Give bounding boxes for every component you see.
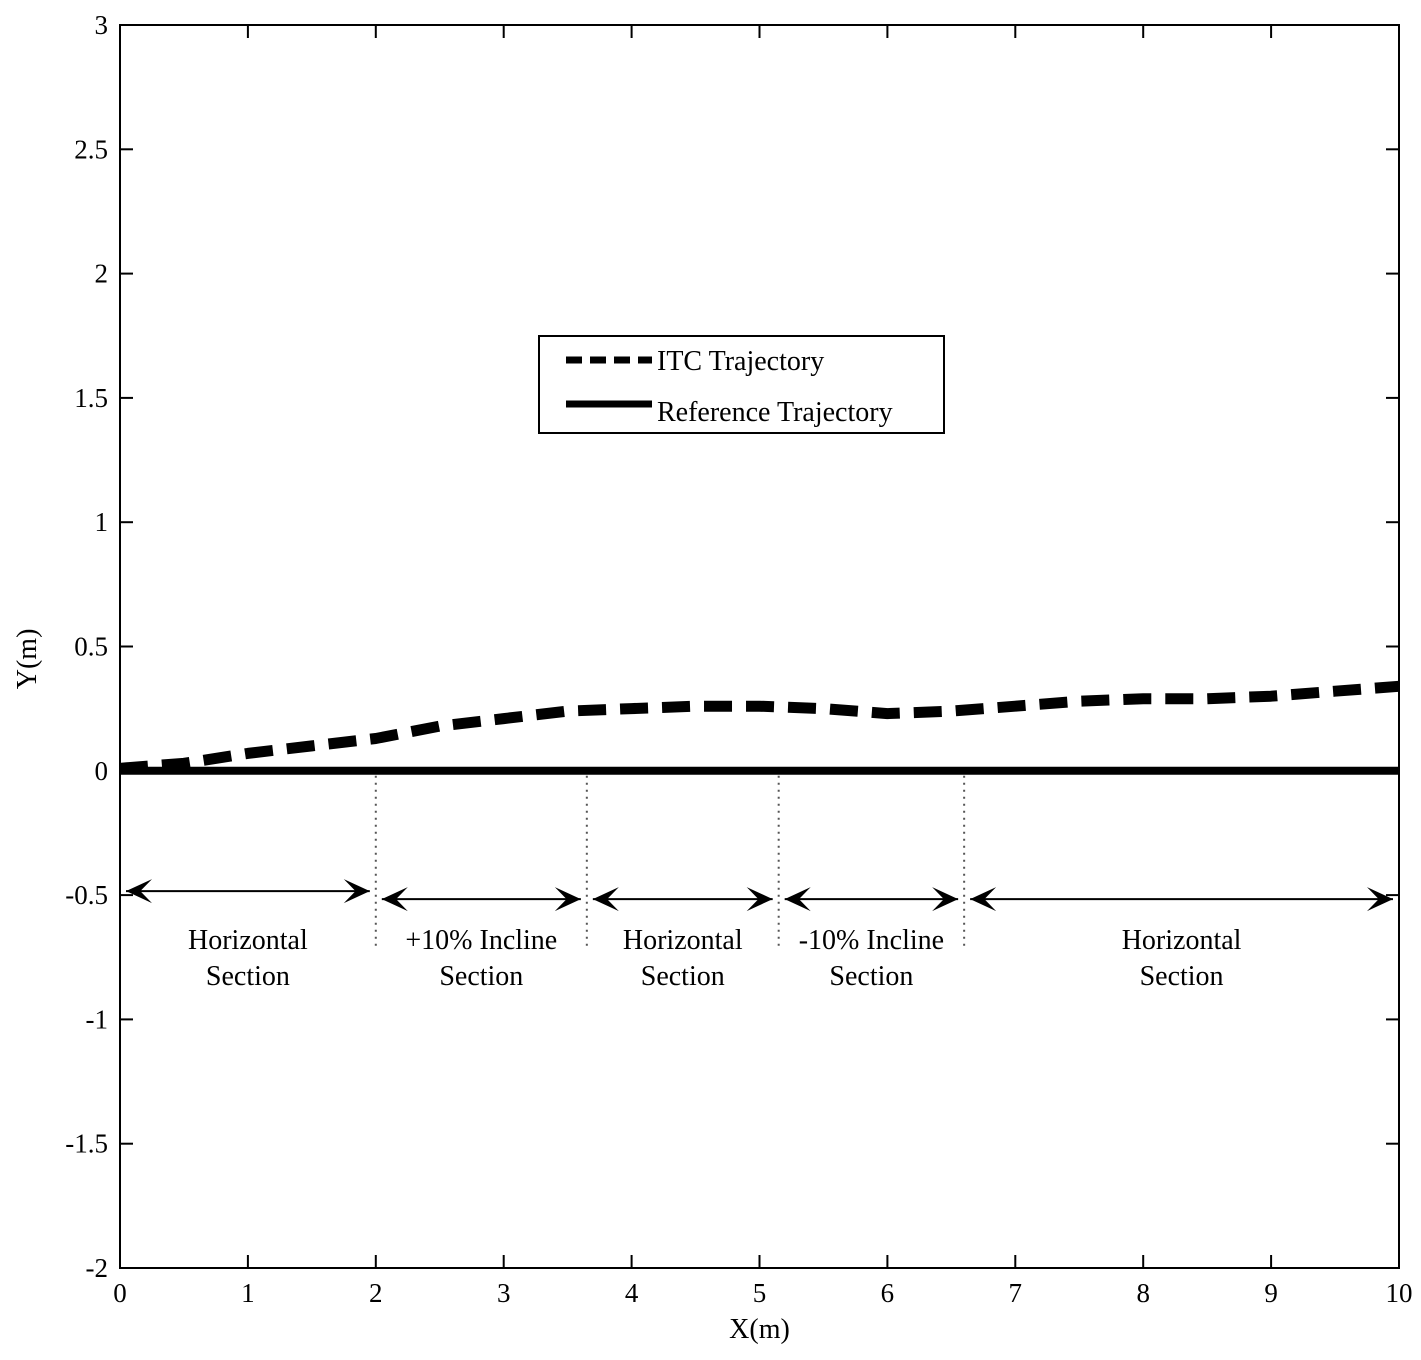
y-tick-label: -1.5 — [65, 1129, 108, 1159]
section-arrow-heads — [592, 887, 773, 912]
x-tick-label: 5 — [753, 1278, 767, 1308]
y-tick-label: 0.5 — [74, 632, 108, 662]
section-arrow-heads — [126, 879, 370, 904]
section-arrow-heads — [970, 887, 1393, 912]
x-tick-label: 9 — [1264, 1278, 1278, 1308]
arrow-head-left — [126, 879, 152, 904]
x-tick-label: 7 — [1009, 1278, 1023, 1308]
section-label-line2: Section — [206, 961, 290, 992]
x-tick-label: 1 — [241, 1278, 255, 1308]
arrow-head-left — [970, 887, 997, 912]
legend: ITC Trajectory Reference Trajectory — [538, 335, 945, 434]
y-tick-label: -0.5 — [65, 880, 108, 910]
section-label-line1: Horizontal — [1122, 925, 1242, 956]
x-axis-title: X(m) — [729, 1314, 790, 1345]
legend-label-reference: Reference Trajectory — [657, 397, 893, 428]
section-label-line1: Horizontal — [188, 925, 308, 956]
section-label-line2: Section — [1140, 961, 1224, 992]
y-axis-title: Y(m) — [12, 629, 43, 690]
y-tick-label: 2 — [95, 259, 109, 289]
section-label-line1: Horizontal — [623, 925, 743, 956]
x-tick-label: 4 — [625, 1278, 639, 1308]
series-line-itc — [119, 680, 1400, 774]
section-arrow-heads — [381, 887, 581, 912]
legend-box — [538, 335, 945, 434]
axis-ticks — [119, 24, 1400, 1269]
x-tick-label: 10 — [1386, 1278, 1413, 1308]
y-tick-label: 1 — [95, 507, 109, 537]
arrow-head-left — [592, 887, 619, 912]
section-label-line2: Section — [439, 961, 523, 992]
series-lines — [119, 680, 1400, 775]
x-tick-label: 3 — [497, 1278, 511, 1308]
arrow-head-left — [784, 887, 811, 912]
y-tick-label: 3 — [95, 10, 109, 40]
arrow-head-right — [343, 879, 370, 904]
section-arrow-heads — [784, 887, 959, 912]
x-tick-label: 2 — [369, 1278, 383, 1308]
arrow-head-right — [932, 887, 959, 912]
section-boundaries — [374, 775, 966, 950]
y-tick-label: 0 — [95, 756, 109, 786]
y-tick-label: -2 — [86, 1253, 109, 1283]
y-tick-label: -1 — [86, 1004, 109, 1034]
y-tick-label: 2.5 — [74, 134, 108, 164]
section-label-line2: Section — [829, 961, 913, 992]
plot-area-frame — [119, 24, 1400, 1269]
section-label-line1: -10% Incline — [799, 925, 944, 956]
axis-tick-labels: 0 1 2 3 4 5 6 7 8 9 10 3 2.5 2 1.5 1 0.5 0 -0.5 -1 -1.5 -2 — [65, 10, 1412, 1308]
x-tick-label: 6 — [881, 1278, 895, 1308]
y-tick-label: 1.5 — [74, 383, 108, 413]
arrow-head-right — [554, 887, 581, 912]
x-tick-label: 0 — [113, 1278, 127, 1308]
arrow-head-right — [1367, 887, 1393, 912]
arrow-head-right — [746, 887, 773, 912]
legend-label-itc: ITC Trajectory — [657, 346, 824, 377]
section-annotations: Horizontal Section +10% Incline Section Hori… — [126, 879, 1393, 992]
section-label-line2: Section — [641, 961, 725, 992]
x-tick-label: 8 — [1136, 1278, 1150, 1308]
arrow-head-left — [381, 887, 408, 912]
section-label-line1: +10% Incline — [405, 925, 557, 956]
